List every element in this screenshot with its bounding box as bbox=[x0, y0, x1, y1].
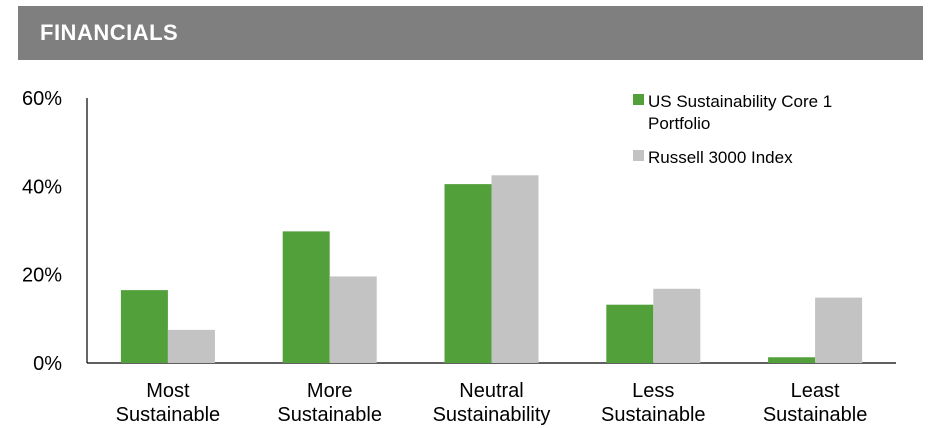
category-label: More bbox=[307, 380, 353, 402]
bar-portfolio-0 bbox=[120, 290, 168, 363]
bar-portfolio-4 bbox=[768, 357, 816, 363]
legend-swatch bbox=[633, 94, 644, 105]
category-label: Sustainable bbox=[116, 404, 221, 426]
category-label: Sustainability bbox=[433, 404, 551, 426]
y-axis-ticks: 0% 20% 40% 60% bbox=[22, 88, 62, 375]
bar-portfolio-1 bbox=[282, 231, 330, 363]
chart-title: FINANCIALS bbox=[40, 20, 179, 45]
y-tick-label: 20% bbox=[22, 265, 62, 287]
legend: US Sustainability Core 1 Portfolio Russell… bbox=[633, 92, 832, 167]
bar-portfolio-2 bbox=[444, 184, 492, 363]
category-label: Sustainable bbox=[277, 404, 382, 426]
category-label: Less bbox=[632, 380, 674, 402]
category-label: Most bbox=[146, 380, 190, 402]
bar-index-1 bbox=[329, 276, 377, 363]
category-label: Sustainable bbox=[763, 404, 868, 426]
bar-index-3 bbox=[653, 288, 701, 363]
legend-label: Russell 3000 Index bbox=[648, 148, 793, 167]
bar-index-4 bbox=[815, 297, 863, 363]
category-label: Least bbox=[791, 380, 840, 402]
chart-header: FINANCIALS bbox=[18, 6, 923, 60]
legend-label: Portfolio bbox=[648, 114, 710, 133]
category-label: Sustainable bbox=[601, 404, 706, 426]
bar-index-0 bbox=[167, 329, 215, 363]
legend-label: US Sustainability Core 1 bbox=[648, 92, 832, 111]
category-labels: MostSustainableMoreSustainableNeutralSus… bbox=[116, 380, 868, 426]
y-tick-label: 60% bbox=[22, 88, 62, 110]
legend-swatch bbox=[633, 150, 644, 161]
y-tick-label: 40% bbox=[22, 176, 62, 198]
y-tick-label: 0% bbox=[33, 353, 62, 375]
bar-portfolio-3 bbox=[606, 304, 654, 363]
bars-group bbox=[120, 175, 863, 363]
bar-index-2 bbox=[491, 175, 539, 363]
category-label: Neutral bbox=[459, 380, 523, 402]
